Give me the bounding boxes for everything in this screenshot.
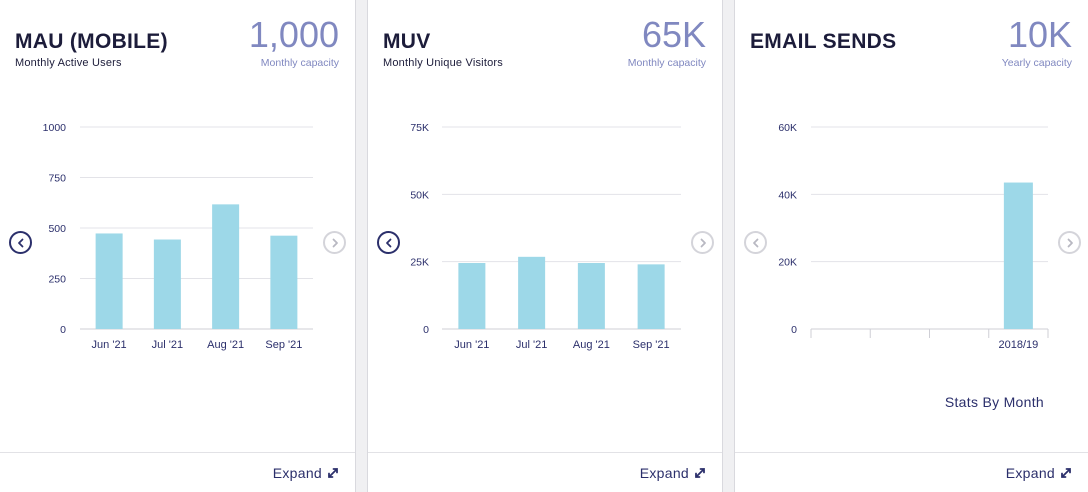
card-title: EMAIL SENDS	[750, 30, 897, 53]
expand-button[interactable]: Expand	[1006, 465, 1072, 481]
expand-label: Expand	[1005, 465, 1055, 481]
x-tick-label: Aug '21	[573, 339, 610, 351]
card-subtitle: Monthly Active Users	[15, 57, 122, 69]
x-tick-label: Jul '21	[516, 339, 547, 351]
y-tick-label: 0	[60, 324, 66, 336]
capacity-value: 10K	[1007, 14, 1072, 55]
bar[interactable]	[458, 263, 486, 329]
expand-arrows-icon	[328, 468, 338, 478]
y-tick-label: 250	[48, 274, 66, 286]
next-period-button[interactable]	[1058, 231, 1081, 254]
muv-card: MUV Monthly Unique Visitors 65K Monthly …	[367, 0, 723, 492]
y-tick-label: 0	[791, 324, 797, 336]
y-tick-label: 25K	[410, 257, 429, 269]
chevron-right-icon	[1067, 238, 1073, 247]
x-tick-label: Jul '21	[152, 339, 183, 351]
email-sends-card: EMAIL SENDS 10K Yearly capacity 0 20K 40K 6…	[734, 0, 1088, 492]
capacity-label: Monthly capacity	[260, 57, 339, 69]
mau-mobile-card: MAU (MOBILE) Monthly Active Users 1,000 …	[0, 0, 356, 492]
bar[interactable]	[212, 204, 240, 329]
y-tick-label: 750	[48, 173, 66, 185]
y-tick-label: 20K	[778, 257, 797, 269]
bar[interactable]	[270, 235, 298, 329]
y-tick-label: 1000	[43, 122, 67, 134]
x-tick-label: 2018/19	[998, 339, 1038, 351]
prev-period-button[interactable]	[9, 231, 32, 254]
y-tick-label: 0	[423, 324, 429, 336]
prev-period-button[interactable]	[377, 231, 400, 254]
card-footer: Expand	[368, 452, 722, 492]
y-tick-label: 500	[48, 223, 66, 235]
x-tick-label: Aug '21	[207, 339, 244, 351]
card-title: MUV	[383, 30, 431, 53]
y-tick-label: 75K	[410, 122, 429, 134]
bar[interactable]	[577, 263, 605, 329]
chevron-left-icon	[17, 238, 23, 247]
expand-arrows-icon	[1061, 468, 1071, 478]
mau-bar-chart: 0 250 500 750 1000 Jun '21 Jul '21 Aug '21 Sep '…	[43, 122, 313, 351]
chevron-right-icon	[700, 238, 706, 247]
y-tick-label: 40K	[778, 189, 797, 201]
x-tick-label: Jun '21	[454, 339, 489, 351]
card-title: MAU (MOBILE)	[15, 30, 168, 53]
expand-button[interactable]: Expand	[273, 465, 339, 481]
next-period-button[interactable]	[323, 231, 346, 254]
card-subtitle: Monthly Unique Visitors	[383, 57, 503, 69]
prev-period-button[interactable]	[744, 231, 767, 254]
capacity-label: Yearly capacity	[1001, 57, 1072, 69]
expand-label: Expand	[272, 465, 322, 481]
email-sends-bar-chart: 0 20K 40K 60K 2018/19	[778, 122, 1049, 351]
chevron-left-icon	[752, 238, 758, 247]
x-tick-label: Jun '21	[92, 339, 127, 351]
expand-arrows-icon	[695, 468, 705, 478]
bar[interactable]	[153, 239, 181, 329]
capacity-value: 1,000	[248, 14, 339, 55]
y-tick-label: 60K	[778, 122, 797, 134]
chevron-right-icon	[332, 238, 338, 247]
bar[interactable]	[1003, 182, 1033, 329]
bar[interactable]	[95, 233, 123, 329]
muv-bar-chart: 0 25K 50K 75K Jun '21 Jul '21 Aug '21 Sep '21	[410, 122, 681, 351]
chevron-left-icon	[385, 238, 391, 247]
stats-by-month-link[interactable]: Stats By Month	[944, 394, 1044, 410]
capacity-label: Monthly capacity	[627, 57, 706, 69]
expand-label: Expand	[639, 465, 689, 481]
bar[interactable]	[518, 256, 546, 329]
x-tick-label: Sep '21	[633, 339, 670, 351]
card-footer: Expand	[735, 452, 1088, 492]
expand-button[interactable]: Expand	[640, 465, 706, 481]
y-tick-label: 50K	[410, 189, 429, 201]
capacity-value: 65K	[641, 14, 706, 55]
next-period-button[interactable]	[691, 231, 714, 254]
bar[interactable]	[637, 264, 665, 329]
x-tick-label: Sep '21	[265, 339, 302, 351]
card-footer: Expand	[0, 452, 355, 492]
